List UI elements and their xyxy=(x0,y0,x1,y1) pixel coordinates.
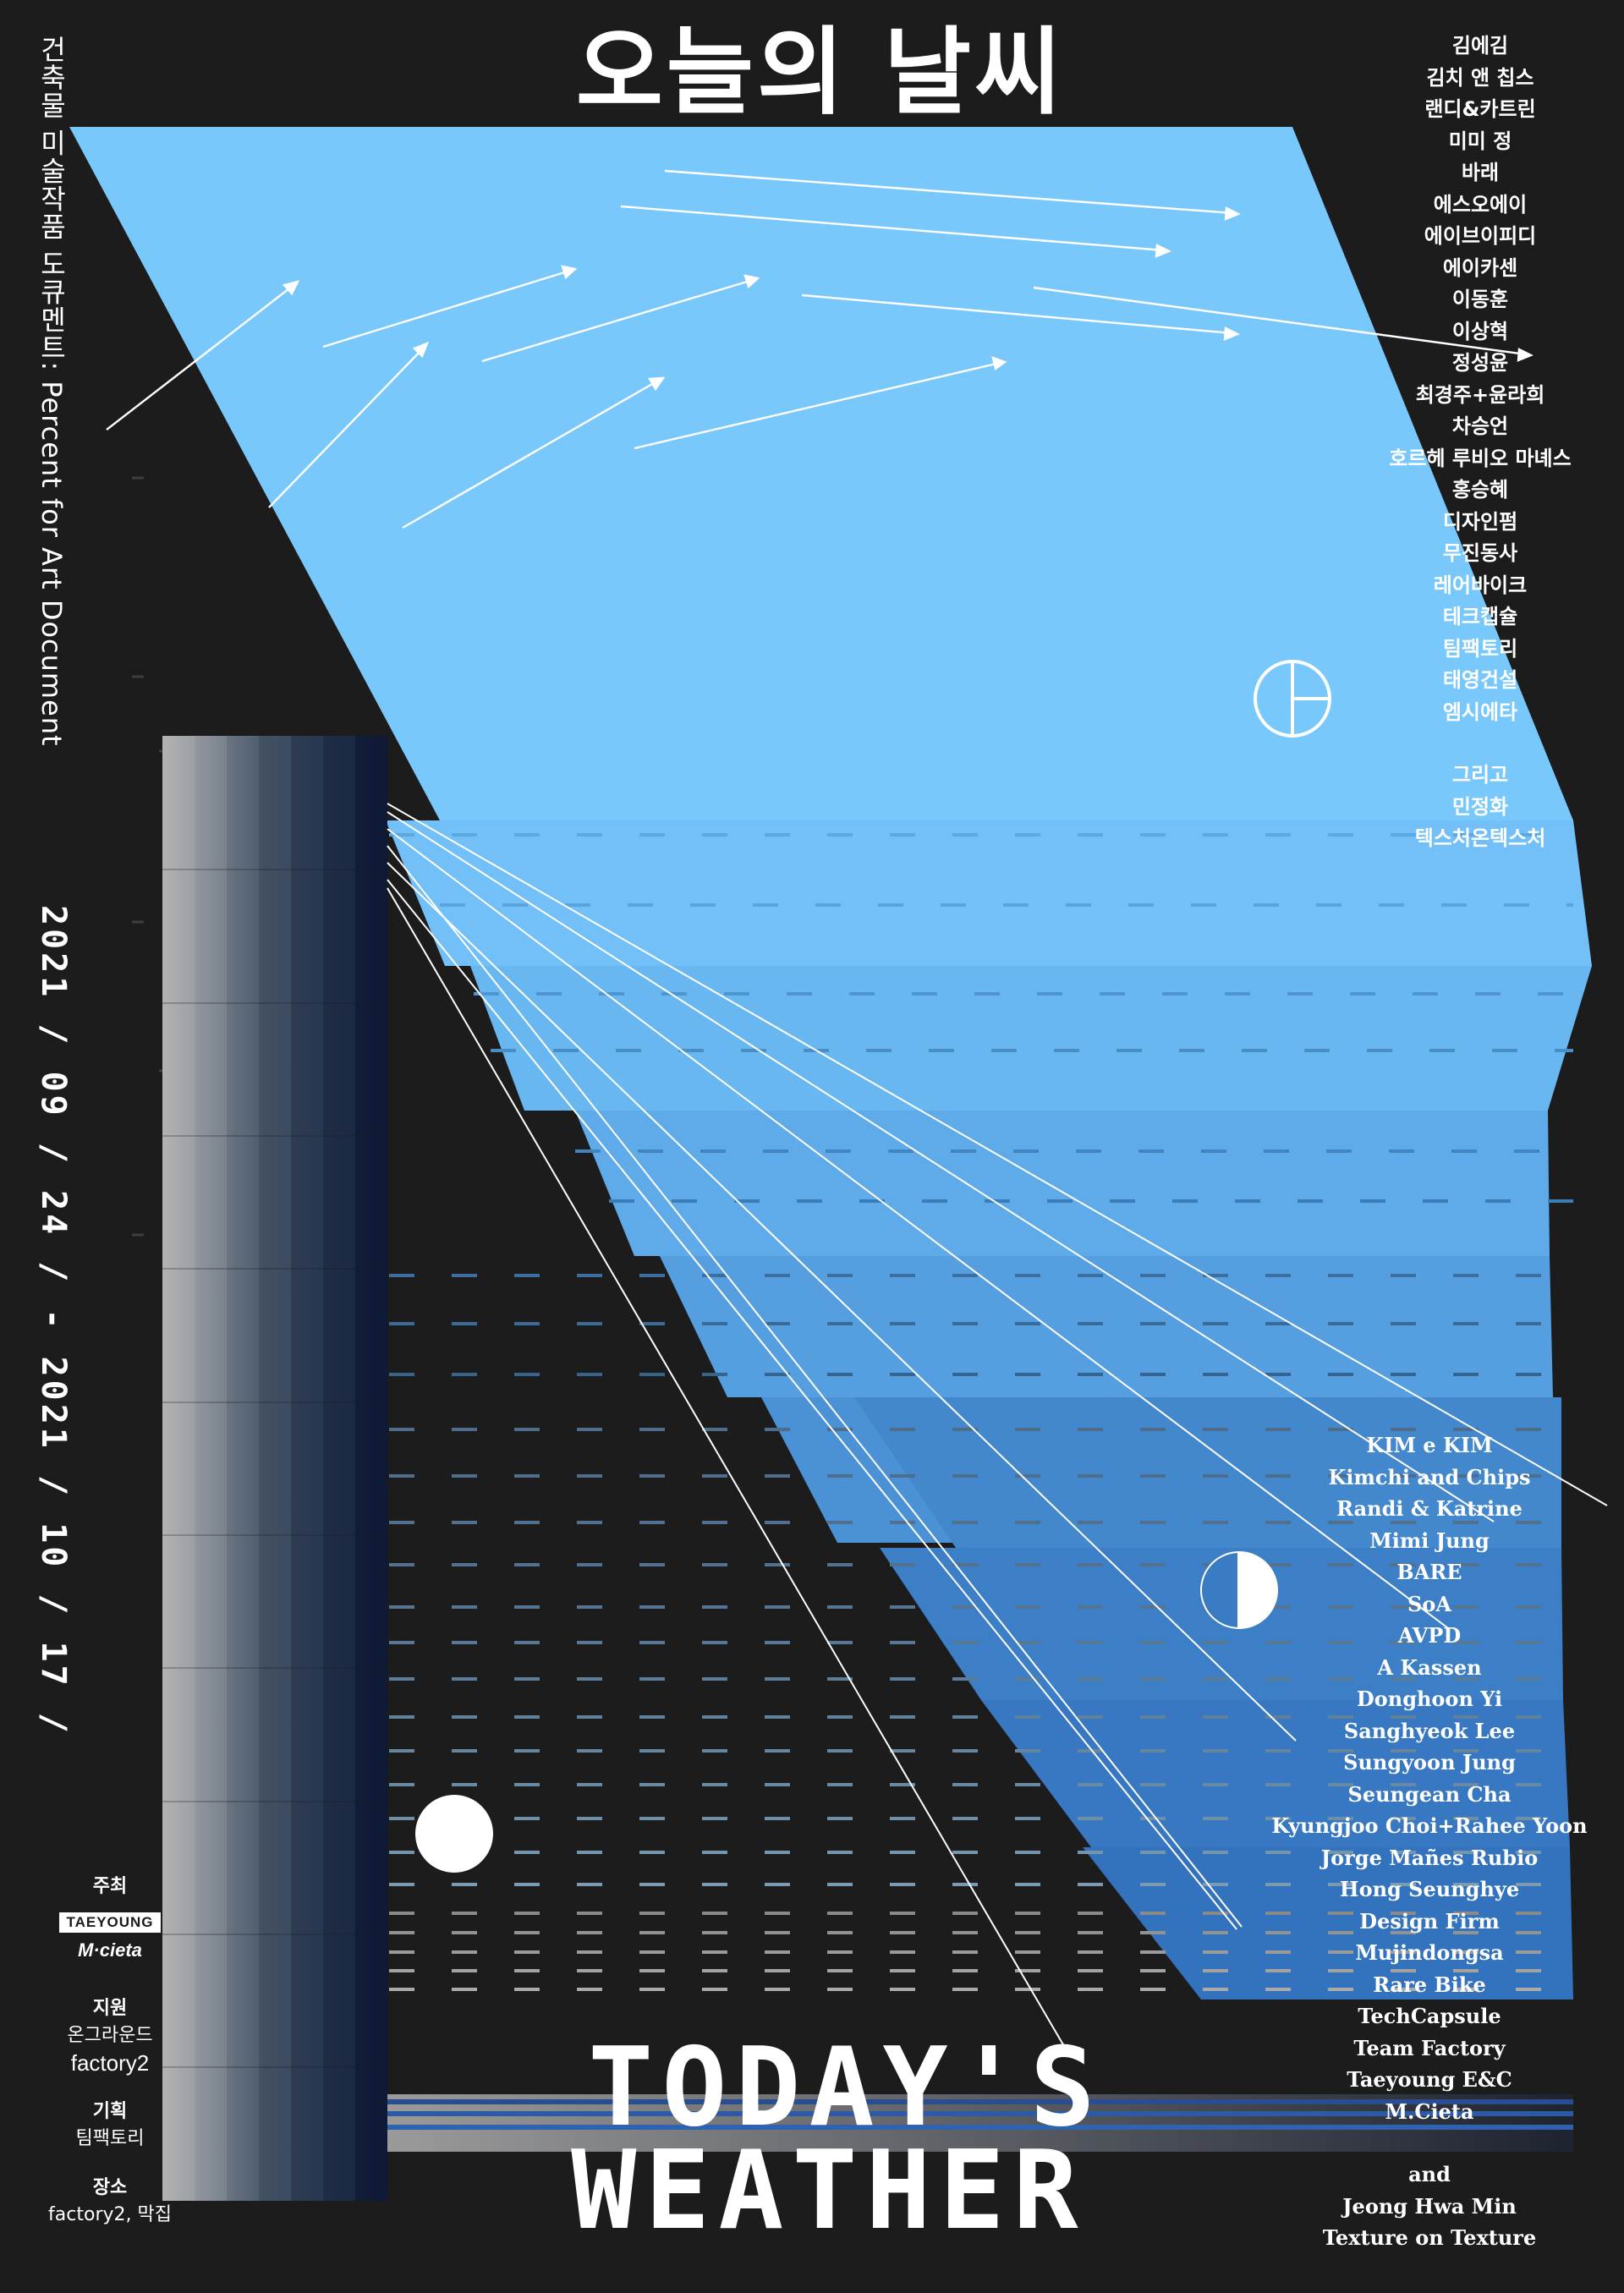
perspective-rays xyxy=(387,803,1608,2053)
list-item: 팀팩토리 xyxy=(1442,636,1518,661)
list-item: KIM e KIM xyxy=(1366,1433,1493,1457)
credits: 주최 TAEYOUNG M·cieta 지원 온그라운드 factory2 기획… xyxy=(25,1873,195,2251)
list-item: SoA xyxy=(1407,1591,1451,1616)
exhibition-dates: 2021 / 09 / 24 / - 2021 / 10 / 17 / xyxy=(34,905,73,1736)
list-item: Kyungjoo Choi+Rahee Yoon xyxy=(1271,1813,1588,1838)
list-item: Sanghyeok Lee xyxy=(1343,1718,1516,1743)
english-title: TODAY'S WEATHER xyxy=(457,2034,1201,2246)
list-item: Mimi Jung xyxy=(1369,1528,1490,1553)
list-spacer xyxy=(1353,728,1607,760)
host-block: 주최 TAEYOUNG M·cieta xyxy=(25,1873,195,1961)
list-item: Taeyoung E&C xyxy=(1347,2067,1512,2092)
list-item: 레어바이크 xyxy=(1433,573,1528,597)
page-title: 오늘의 날씨 xyxy=(575,18,1066,128)
vertical-subtitle: 건축물 미술작품 도큐멘트: Percent for Art Document xyxy=(36,36,68,747)
list-item: TechCapsule xyxy=(1358,2004,1501,2028)
list-item: 차승언 xyxy=(1451,414,1509,438)
list-item: 바래 xyxy=(1461,161,1500,184)
pie-marker-quarter xyxy=(1254,660,1331,738)
dash-bands xyxy=(389,833,1573,1991)
list-item: 정성윤 xyxy=(1451,351,1509,375)
list-item: Sungyoon Jung xyxy=(1343,1750,1516,1775)
list-item: Hong Seunghye xyxy=(1339,1877,1520,1901)
support-block: 지원 온그라운드 factory2 xyxy=(25,1995,195,2076)
pie-marker-full xyxy=(415,1795,493,1873)
color-swatch-column xyxy=(162,736,387,2201)
list-item: Jorge Mañes Rubio xyxy=(1320,1845,1539,1870)
list-item: 김치 앤 칩스 xyxy=(1426,65,1534,90)
list-item: Jeong Hwa Min xyxy=(1342,2193,1517,2219)
list-item: Mujindongsa xyxy=(1355,1940,1504,1965)
list-item: Seungean Cha xyxy=(1347,1781,1512,1807)
support-label: 지원 xyxy=(92,1998,128,2019)
artist-list-korean: 김에김 김치 앤 칩스 랜디&카트린 미미 정 바래 에스오에이 에이브이피디 … xyxy=(1353,30,1607,855)
venue-name: factory2, 막집 xyxy=(48,2204,172,2225)
list-item: 에이브이피디 xyxy=(1424,224,1537,248)
artist-list-english: KIM e KIM Kimchi and Chips Randi & Katri… xyxy=(1260,1429,1599,2254)
list-item: 김에김 xyxy=(1451,34,1509,58)
list-item: BARE xyxy=(1396,1560,1462,1584)
list-item: 랜디&카트린 xyxy=(1424,97,1536,121)
mcieta-logo: M·cieta xyxy=(78,1939,142,1961)
list-item: Texture on Texture xyxy=(1322,2225,1537,2250)
list-item: 태영건설 xyxy=(1442,668,1518,692)
list-item: Donghoon Yi xyxy=(1356,1687,1503,1711)
list-item: Design Firm xyxy=(1359,1908,1500,1934)
english-title-line-1: TODAY'S xyxy=(588,2025,1104,2151)
host-label: 주최 xyxy=(92,1876,128,1897)
list-item: Team Factory xyxy=(1353,2035,1506,2060)
list-item: Rare Bike xyxy=(1373,1972,1486,1997)
list-item: 호르헤 루비오 마녜스 xyxy=(1389,446,1572,470)
list-item: 홍승혜 xyxy=(1451,478,1509,502)
list-item: 최경주+윤라희 xyxy=(1415,382,1545,407)
list-item: 엠시에타 xyxy=(1442,699,1518,724)
taeyoung-logo: TAEYOUNG xyxy=(59,1912,161,1933)
list-item: 테크캡슐 xyxy=(1442,605,1518,628)
list-item: Randi & Katrine xyxy=(1336,1496,1522,1521)
list-item: A Kassen xyxy=(1377,1654,1482,1680)
list-spacer xyxy=(1260,2127,1599,2159)
support-org-1: 온그라운드 xyxy=(67,2025,153,2046)
plan-block: 기획 팀팩토리 xyxy=(25,2098,195,2153)
plan-label: 기획 xyxy=(92,2101,128,2122)
venue-block: 장소 factory2, 막집 xyxy=(25,2175,195,2229)
wind-arrows xyxy=(106,169,1533,529)
list-item: 미미 정 xyxy=(1448,129,1512,153)
list-item: 에스오에이 xyxy=(1433,192,1528,217)
pie-marker-half xyxy=(1200,1551,1278,1629)
sky-plane xyxy=(69,127,1573,820)
list-item: 그리고 xyxy=(1451,763,1509,787)
list-item: 에이카센 xyxy=(1442,255,1518,280)
list-item: and xyxy=(1408,2162,1451,2186)
list-item: 텍스처온텍스처 xyxy=(1414,826,1546,850)
list-item: 민정화 xyxy=(1451,794,1509,819)
list-item: Kimchi and Chips xyxy=(1328,1464,1531,1489)
list-item: 무진동사 xyxy=(1442,541,1518,565)
list-item: 이상혁 xyxy=(1451,319,1509,343)
support-org-2: factory2 xyxy=(70,2050,150,2076)
list-item: 디자인펌 xyxy=(1442,509,1518,534)
list-item: 이동훈 xyxy=(1451,288,1509,311)
english-title-line-2: WEATHER xyxy=(571,2128,1087,2254)
list-item: AVPD xyxy=(1397,1623,1462,1648)
plan-org: 팀팩토리 xyxy=(75,2128,145,2149)
list-item: M.Cieta xyxy=(1385,2098,1474,2124)
venue-label: 장소 xyxy=(92,2177,128,2198)
